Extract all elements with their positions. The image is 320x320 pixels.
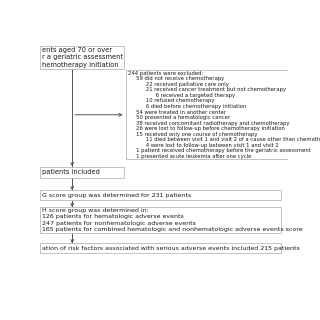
FancyBboxPatch shape	[125, 70, 288, 159]
FancyBboxPatch shape	[40, 190, 281, 200]
Text: G score group was determined for 231 patients: G score group was determined for 231 pat…	[42, 193, 191, 198]
Text: 6 received a targeted therapy: 6 received a targeted therapy	[128, 93, 235, 98]
Text: 59 did not receive chemotherapy: 59 did not receive chemotherapy	[128, 76, 224, 81]
FancyBboxPatch shape	[40, 46, 124, 69]
Text: ation of risk factors associated with serious adverse events included 215 patien: ation of risk factors associated with se…	[42, 245, 300, 251]
Text: 4 were lost to follow-up between visit 1 and visit 2: 4 were lost to follow-up between visit 1…	[128, 143, 278, 148]
Text: 165 patients for combined hematologic and nonhematologic adverse events score: 165 patients for combined hematologic an…	[42, 227, 303, 232]
Text: 22 received palliative care only: 22 received palliative care only	[128, 82, 228, 87]
Text: 1 presented acute leukemia after one cycle: 1 presented acute leukemia after one cyc…	[128, 154, 251, 159]
Text: r a geriatric assessment: r a geriatric assessment	[42, 54, 123, 60]
Text: 15 received only one course of chemotherapy: 15 received only one course of chemother…	[128, 132, 257, 137]
Text: H score group was determined in:: H score group was determined in:	[42, 208, 149, 213]
Text: 11 died between visit 1 and visit 2 of a cause other than chemotherapy: 11 died between visit 1 and visit 2 of a…	[128, 137, 320, 142]
Text: 38 received concomitant radiotherapy and chemotherapy: 38 received concomitant radiotherapy and…	[128, 121, 289, 125]
Text: 247 patients for nonhematologic adverse events: 247 patients for nonhematologic adverse …	[42, 221, 196, 226]
Text: patients included: patients included	[42, 169, 100, 175]
Text: 21 received cancer treatment but not chemotherapy: 21 received cancer treatment but not che…	[128, 87, 285, 92]
Text: 10 refused chemotherapy: 10 refused chemotherapy	[128, 99, 214, 103]
Text: ents aged 70 or over: ents aged 70 or over	[42, 47, 112, 53]
Text: 126 patients for hematologic adverse events: 126 patients for hematologic adverse eve…	[42, 214, 184, 220]
Text: 50 presented a hematologic cancer: 50 presented a hematologic cancer	[128, 115, 230, 120]
Text: 244 patients were excluded:: 244 patients were excluded:	[128, 71, 203, 76]
Text: 1 patient received chemotherapy before the geriatric assessment: 1 patient received chemotherapy before t…	[128, 148, 310, 153]
Text: 26 were lost to follow-up before chemotherapy initiation: 26 were lost to follow-up before chemoth…	[128, 126, 284, 131]
FancyBboxPatch shape	[40, 166, 124, 178]
Text: 6 died before chemotherapy initiation: 6 died before chemotherapy initiation	[128, 104, 246, 109]
Text: hemotherapy initiation: hemotherapy initiation	[42, 62, 119, 68]
FancyBboxPatch shape	[40, 207, 281, 233]
FancyBboxPatch shape	[40, 244, 281, 253]
Text: 54 were treated in another center: 54 were treated in another center	[128, 109, 226, 115]
